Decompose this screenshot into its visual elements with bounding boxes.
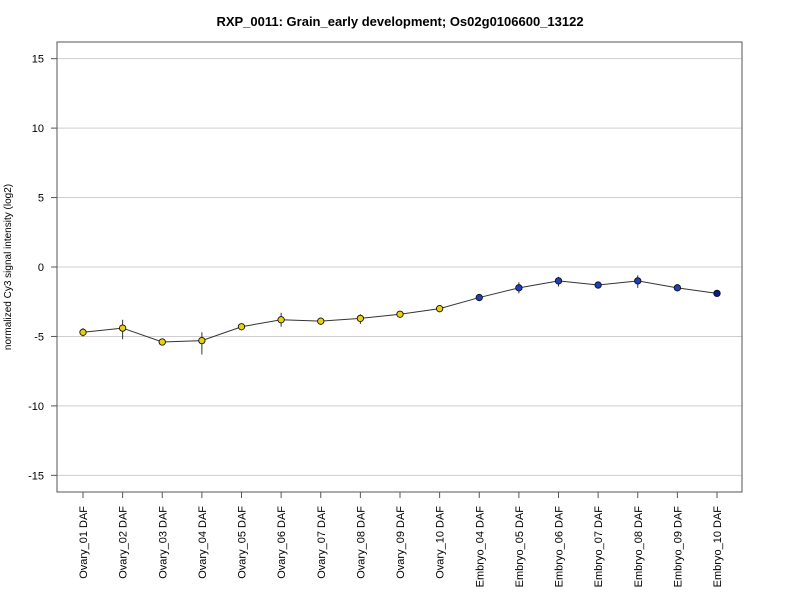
x-tick-label: Ovary_06 DAF	[276, 506, 288, 579]
x-tick-label: Ovary_01 DAF	[78, 506, 90, 579]
data-points	[79, 277, 721, 346]
y-tick-label: 15	[32, 54, 44, 66]
data-point	[158, 338, 166, 346]
x-tick-label: Ovary_07 DAF	[316, 506, 328, 579]
data-point	[594, 281, 602, 289]
x-axis: Ovary_01 DAF Ovary_02 DAF Ovary_03 DAF Ovar…	[78, 491, 724, 588]
y-tick-label: -15	[28, 470, 44, 482]
grid-lines	[57, 58, 742, 476]
data-point	[554, 277, 563, 285]
x-tick-label: Embryo_04 DAF	[474, 506, 486, 588]
x-tick-label: Ovary_08 DAF	[355, 506, 367, 579]
x-tick-label: Ovary_09 DAF	[395, 506, 407, 579]
x-tick-label: Embryo_06 DAF	[554, 506, 566, 588]
data-point	[198, 336, 206, 345]
data-point	[356, 314, 365, 323]
data-point	[515, 284, 523, 292]
x-tick-label: Ovary_10 DAF	[435, 506, 447, 579]
data-point	[396, 310, 404, 318]
data-point	[237, 323, 246, 331]
data-point	[79, 328, 87, 336]
x-tick-label: Ovary_03 DAF	[157, 506, 169, 579]
y-tick-label: -5	[34, 331, 44, 343]
x-tick-label: Ovary_02 DAF	[118, 506, 130, 579]
data-point	[277, 316, 285, 324]
x-tick-label: Ovary_05 DAF	[237, 506, 249, 579]
y-tick-label: 5	[38, 193, 44, 205]
y-axis-label: normalized Cy3 signal intensity (log2)	[3, 184, 14, 350]
y-tick-label: -10	[28, 401, 44, 413]
y-tick-label: 0	[38, 262, 44, 274]
x-tick-label: Ovary_04 DAF	[197, 506, 209, 579]
data-point	[118, 324, 127, 332]
data-point	[713, 289, 721, 298]
x-tick-label: Embryo_07 DAF	[593, 506, 605, 588]
x-tick-label: Embryo_05 DAF	[514, 506, 526, 588]
y-tick-label: 10	[32, 123, 44, 135]
x-tick-label: Embryo_08 DAF	[633, 506, 645, 588]
data-point	[317, 317, 325, 325]
data-point	[475, 293, 483, 302]
chart-title: RXP_0011: Grain_early development; Os02g…	[216, 14, 584, 29]
y-axis: -15 -10 -5 0 5 10 15	[28, 42, 58, 492]
data-point	[634, 277, 642, 285]
x-tick-label: Embryo_09 DAF	[672, 506, 684, 588]
data-point	[673, 284, 682, 292]
x-tick-label: Embryo_10 DAF	[712, 506, 724, 588]
data-point	[435, 305, 444, 313]
